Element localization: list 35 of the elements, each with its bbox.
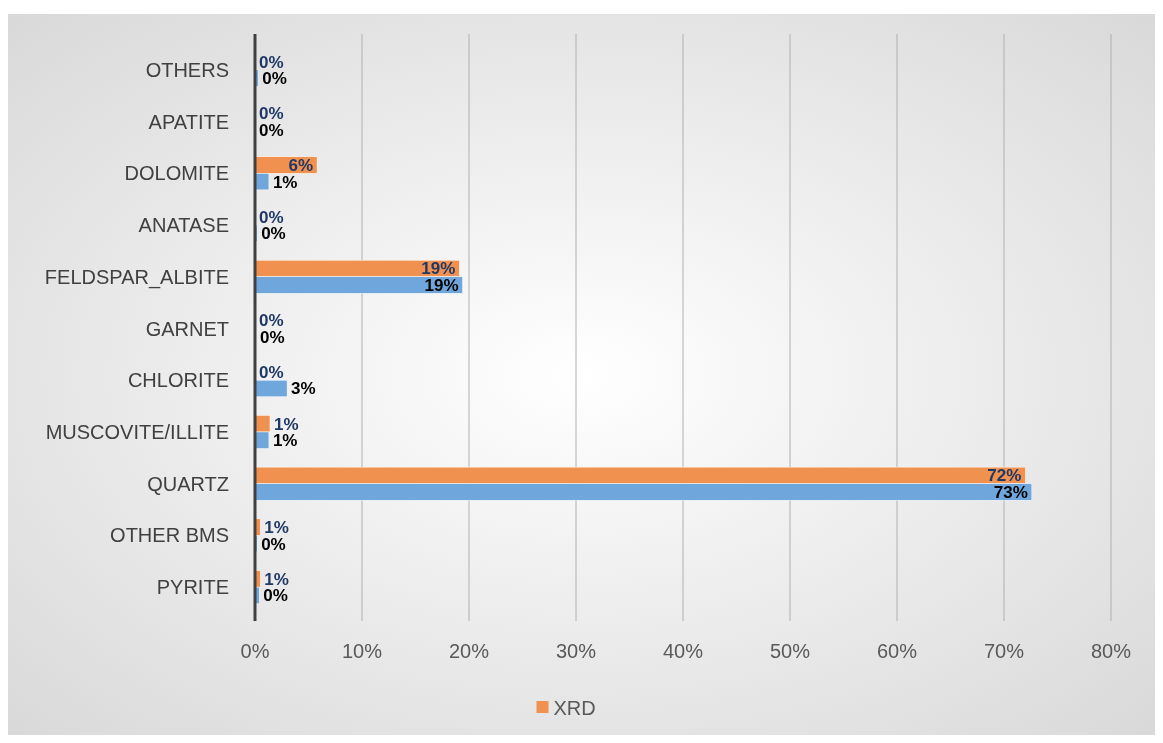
x-tick-label: 20% [448,640,490,662]
y-tick-label: CHLORITE [127,369,229,392]
y-tick-label: QUARTZ [147,472,229,495]
y-tick-label: ANATASE [138,214,229,237]
data-label: 6% [288,155,314,175]
x-tick-label: 80% [1090,640,1132,662]
data-label: 0% [259,207,284,227]
y-tick-label: PYRITE [156,576,229,599]
data-label: 0% [259,52,284,72]
x-tick-label: 0% [240,640,270,662]
data-label: 1% [264,569,289,589]
data-label: 0% [261,224,286,244]
data-label: 0% [263,586,288,606]
y-tick-label: DOLOMITE [124,162,229,185]
data-label: 0% [262,69,287,89]
data-label: 1% [273,414,299,434]
y-tick-label: MUSCOVITE/ILLITE [45,420,229,443]
y-tick-label: OTHER BMS [110,524,229,547]
data-label: 1% [272,172,298,192]
data-label: 1% [272,431,298,451]
legend-label: XRD [553,697,596,719]
x-tick-label: 30% [555,640,597,662]
x-tick-label: 60% [876,640,918,662]
x-tick-label: 10% [341,640,383,662]
data-label: 0% [259,362,284,382]
data-label: 19% [421,259,456,279]
x-tick-label: 70% [983,640,1025,662]
y-tick-label: FELDSPAR_ALBITE [44,265,229,289]
y-tick-label: OTHERS [145,58,229,81]
x-tick-label: 40% [662,640,704,662]
data-label: 3% [291,379,316,399]
y-tick-label: APATITE [148,110,229,133]
x-tick-label: 50% [769,640,811,662]
y-tick-label: GARNET [145,317,229,340]
data-label: 19% [424,276,459,295]
